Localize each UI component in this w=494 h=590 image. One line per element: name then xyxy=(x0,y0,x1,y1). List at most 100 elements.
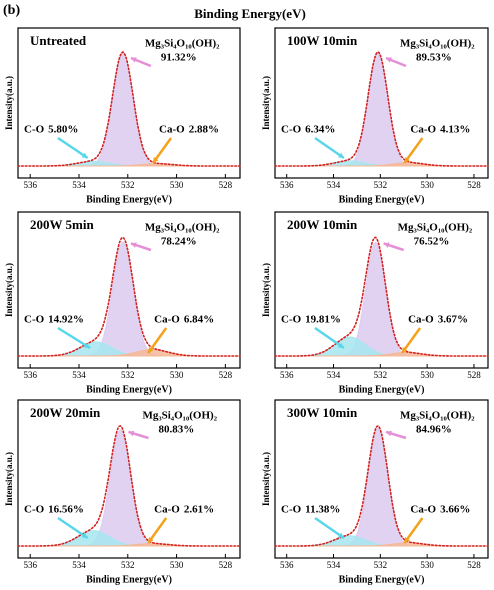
component-percent: 91.32% xyxy=(161,52,197,64)
component-name: Mg₃Si₄O₁₀(OH)₂ xyxy=(145,38,220,50)
component-percent: 19.81% xyxy=(305,314,341,326)
x-tick-label: 532 xyxy=(121,560,135,570)
plot-frame xyxy=(17,211,241,369)
arrow-head xyxy=(81,152,88,158)
arrow-head xyxy=(130,57,137,63)
fit-envelope xyxy=(17,51,241,167)
y-axis-label: Intensity(a.u.) xyxy=(4,263,14,317)
x-axis-label: Binding Energy(eV) xyxy=(339,194,425,205)
component-name: Mg₃Si₄O₁₀(OH)₂ xyxy=(400,38,475,50)
component-percent: 3.67% xyxy=(438,314,468,326)
component-name: C-O xyxy=(24,314,45,326)
plot-frame xyxy=(17,399,241,559)
component-name: Ca-O xyxy=(410,504,436,516)
plot-frame xyxy=(274,27,489,179)
x-tick-label: 534 xyxy=(327,560,341,570)
x-axis-label: Binding Energy(eV) xyxy=(86,574,172,585)
x-tick-label: 530 xyxy=(170,180,184,190)
panel-title: 100W 10min xyxy=(287,33,358,48)
x-tick-label: 534 xyxy=(327,180,341,190)
y-axis-label: Intensity(a.u.) xyxy=(261,452,271,506)
panel-title: 200W 5min xyxy=(30,217,94,232)
arrow-head xyxy=(84,342,91,348)
arrow-head xyxy=(404,537,410,543)
plot-frame xyxy=(274,211,489,369)
component-name: Ca-O xyxy=(154,504,180,516)
x-tick-label: 536 xyxy=(280,180,294,190)
panel-title: 200W 20min xyxy=(30,405,101,420)
panel-title: Untreated xyxy=(30,33,87,48)
y-axis-label: Intensity(a.u.) xyxy=(261,263,271,317)
component-peak xyxy=(275,162,488,167)
plot-frame xyxy=(17,27,241,179)
x-tick-label: 530 xyxy=(170,560,184,570)
x-tick-label: 536 xyxy=(280,370,294,380)
arrow-head xyxy=(148,537,154,543)
x-axis-label: Binding Energy(eV) xyxy=(339,574,425,585)
x-tick-label: 534 xyxy=(72,560,86,570)
component-name: C-O xyxy=(281,504,302,516)
x-tick-label: 536 xyxy=(23,370,37,380)
arrow xyxy=(57,136,89,160)
x-tick-label: 532 xyxy=(374,370,388,380)
figure-header: Binding Energy(eV) xyxy=(194,6,306,21)
component-percent: 2.88% xyxy=(189,124,219,136)
x-tick-label: 530 xyxy=(420,560,434,570)
x-tick-label: 532 xyxy=(374,560,388,570)
fit-envelope xyxy=(274,236,489,357)
arrow xyxy=(57,326,91,350)
x-tick-label: 534 xyxy=(72,180,86,190)
y-axis-label: Intensity(a.u.) xyxy=(261,76,271,130)
component-percent: 4.13% xyxy=(440,124,470,136)
component-name: Ca-O xyxy=(410,124,436,136)
fit-envelope xyxy=(17,424,241,547)
component-percent: 5.80% xyxy=(48,124,78,136)
x-tick-label: 528 xyxy=(467,180,481,190)
x-tick-label: 528 xyxy=(467,560,481,570)
component-peak xyxy=(275,427,488,547)
x-axis-label: Binding Energy(eV) xyxy=(339,384,425,395)
x-tick-label: 534 xyxy=(327,370,341,380)
component-name: Mg₃Si₄O₁₀(OH)₂ xyxy=(145,222,220,234)
x-tick-label: 532 xyxy=(374,180,388,190)
component-percent: 76.52% xyxy=(414,236,450,248)
arrow-head xyxy=(148,347,154,353)
plot-frame xyxy=(274,399,489,559)
arrow-head xyxy=(153,157,159,163)
component-percent: 11.38% xyxy=(305,504,340,516)
x-tick-label: 536 xyxy=(280,560,294,570)
component-name: Mg₃Si₄O₁₀(OH)₂ xyxy=(142,410,217,422)
x-axis-label: Binding Energy(eV) xyxy=(86,194,172,205)
y-axis-label: Intensity(a.u.) xyxy=(4,76,14,130)
component-percent: 16.56% xyxy=(48,504,84,516)
component-peak xyxy=(275,52,488,167)
arrow-head xyxy=(81,532,88,538)
fit-envelope xyxy=(274,51,489,167)
component-percent: 6.84% xyxy=(184,314,214,326)
fit-envelope xyxy=(274,424,489,547)
x-tick-label: 528 xyxy=(219,370,233,380)
fit-envelope xyxy=(17,236,241,357)
panel-title: 300W 10min xyxy=(287,405,358,420)
arrow-head xyxy=(337,152,344,158)
arrow-head xyxy=(337,342,344,348)
x-tick-label: 534 xyxy=(72,370,86,380)
panel-title: 200W 10min xyxy=(287,217,358,232)
component-percent: 84.96% xyxy=(416,424,452,436)
component-name: C-O xyxy=(24,504,45,516)
component-percent: 3.66% xyxy=(440,504,470,516)
component-name: Ca-O xyxy=(154,314,180,326)
component-name: C-O xyxy=(24,124,45,136)
arrow-head xyxy=(128,430,135,437)
x-tick-label: 530 xyxy=(420,370,434,380)
arrow xyxy=(314,136,345,160)
component-name: Mg₃Si₄O₁₀(OH)₂ xyxy=(400,410,475,422)
arrow xyxy=(314,326,345,350)
x-tick-label: 528 xyxy=(467,370,481,380)
component-percent: 14.92% xyxy=(48,314,84,326)
arrow-head xyxy=(337,532,344,538)
arrow-head xyxy=(404,157,410,163)
x-tick-label: 528 xyxy=(219,560,233,570)
x-tick-label: 530 xyxy=(170,370,184,380)
component-percent: 2.61% xyxy=(184,504,214,516)
